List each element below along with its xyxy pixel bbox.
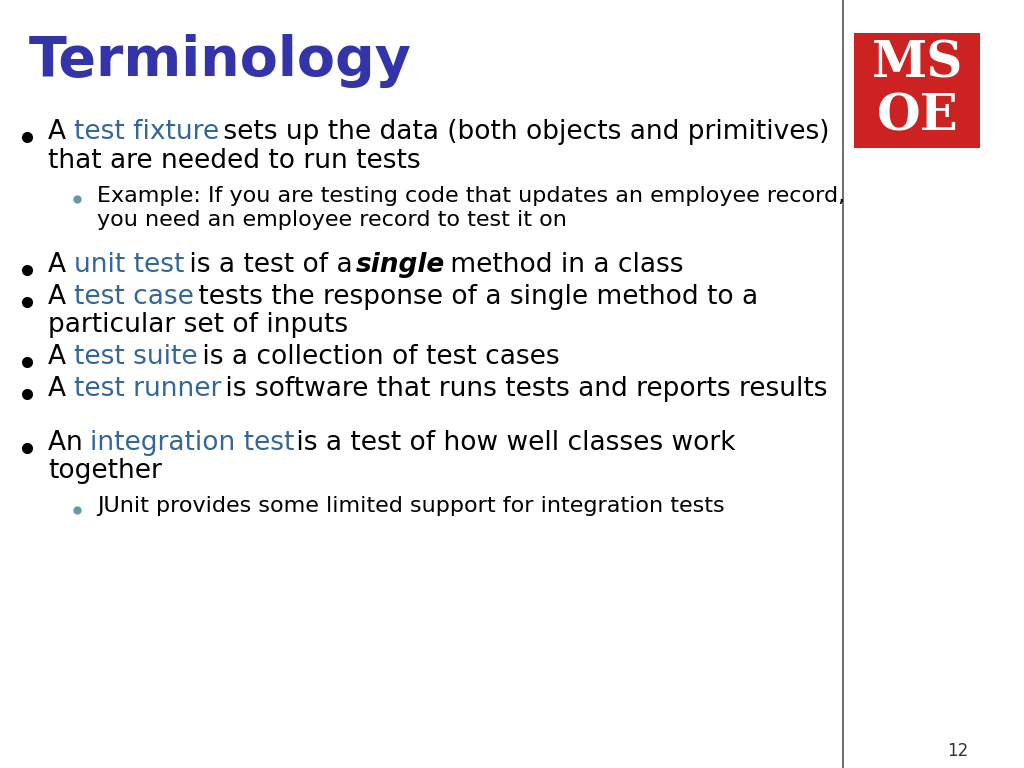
Text: method in a class: method in a class [441,251,683,277]
Text: is a test of how well classes work: is a test of how well classes work [288,430,735,456]
Text: is a test of a: is a test of a [181,251,360,277]
Text: A: A [48,344,75,370]
Bar [854,33,980,148]
Text: is software that runs tests and reports results: is software that runs tests and reports … [217,376,827,402]
Text: A: A [48,376,75,402]
Text: that are needed to run tests: that are needed to run tests [48,147,421,174]
Text: test case: test case [74,283,194,310]
Text: sets up the data (both objects and primitives): sets up the data (both objects and primi… [215,119,829,145]
Text: 12: 12 [947,742,969,760]
Text: Terminology: Terminology [29,34,412,88]
Text: test suite: test suite [74,344,198,370]
Text: tests the response of a single method to a: tests the response of a single method to… [190,283,758,310]
Text: An: An [48,430,91,456]
Text: you need an employee record to test it on: you need an employee record to test it o… [97,210,566,230]
Text: is a collection of test cases: is a collection of test cases [194,344,559,370]
Text: A: A [48,119,75,145]
Text: test runner: test runner [74,376,221,402]
Text: together: together [48,458,163,485]
Text: JUnit provides some limited support for integration tests: JUnit provides some limited support for … [97,496,725,517]
Text: integration test: integration test [90,430,295,456]
Text: particular set of inputs: particular set of inputs [48,312,348,338]
Text: Example: If you are testing code that updates an employee record,: Example: If you are testing code that up… [97,186,845,206]
Text: test fixture: test fixture [74,119,219,145]
Text: single: single [355,251,444,277]
Text: MS
OE: MS OE [871,40,963,141]
Text: A: A [48,283,75,310]
Text: unit test: unit test [74,251,184,277]
Text: A: A [48,251,75,277]
